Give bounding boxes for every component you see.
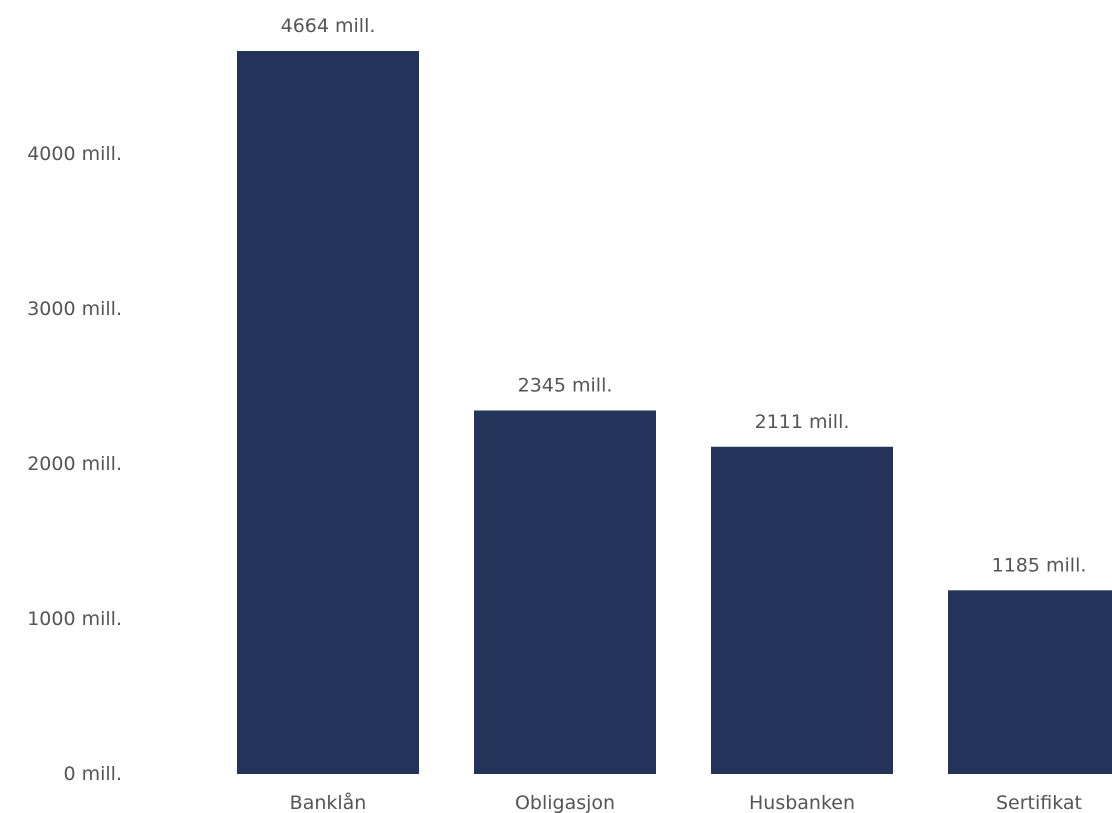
x-axis: Banklån Obligasjon Husbanken Sertifikat: [290, 791, 1082, 813]
bars: [237, 51, 1112, 774]
category-label: Sertifikat: [996, 792, 1082, 813]
data-labels: 4664 mill. 2345 mill. 2111 mill. 1185 mill.: [281, 15, 1087, 576]
y-tick-label: 0 mill.: [63, 763, 122, 785]
bar: [474, 410, 656, 774]
y-tick-label: 1000 mill.: [27, 608, 122, 630]
y-tick-label: 2000 mill.: [27, 453, 122, 475]
category-label: Banklån: [290, 791, 367, 813]
data-label: 4664 mill.: [281, 15, 376, 37]
data-label: 2345 mill.: [518, 374, 613, 396]
category-label: Husbanken: [749, 792, 855, 813]
bar: [237, 51, 419, 774]
y-tick-label: 3000 mill.: [27, 298, 122, 320]
bar: [948, 590, 1112, 774]
y-axis: 0 mill. 1000 mill. 2000 mill. 3000 mill. 400…: [27, 143, 122, 785]
category-label: Obligasjon: [515, 792, 615, 813]
data-label: 2111 mill.: [755, 411, 850, 433]
y-tick-label: 4000 mill.: [27, 143, 122, 165]
data-label: 1185 mill.: [992, 554, 1087, 576]
bar: [711, 446, 893, 774]
